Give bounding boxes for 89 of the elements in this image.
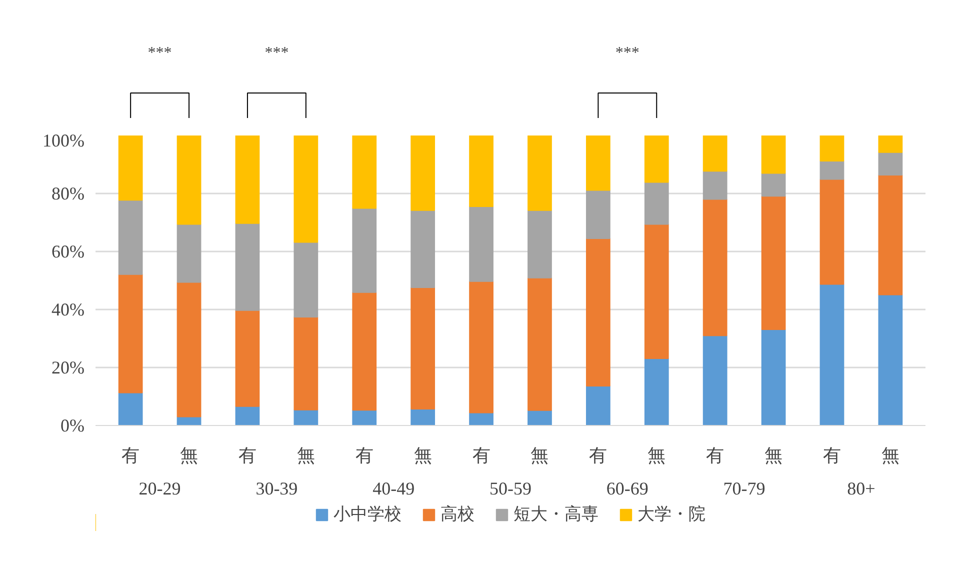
- bar: [761, 136, 786, 174]
- bar: [410, 408, 436, 426]
- bar: [118, 200, 143, 275]
- x-tick-label: 無: [414, 446, 432, 466]
- x-tick-label: 無: [764, 446, 783, 466]
- bar: [644, 224, 669, 360]
- bar: [469, 136, 494, 208]
- bar: [469, 206, 494, 282]
- bar: [820, 136, 844, 162]
- text: 30-39: [256, 478, 298, 498]
- bar: [410, 210, 436, 288]
- bar: [878, 294, 903, 426]
- bar: [352, 136, 377, 209]
- bar: [702, 335, 728, 426]
- bar: [820, 160, 844, 180]
- bar: [761, 196, 786, 330]
- legend-label: 短大・高専: [514, 504, 598, 526]
- y-tick-label: 60%: [52, 242, 85, 262]
- bar: [235, 222, 260, 311]
- bar: [118, 274, 143, 394]
- bar: [820, 178, 844, 285]
- bar: [644, 182, 669, 225]
- x-tick-label: 有: [589, 446, 608, 466]
- x-tick-label: 無: [180, 446, 198, 466]
- bar: [878, 174, 903, 296]
- legend-label: 小中学校: [334, 504, 402, 526]
- legend-label: 高校: [440, 504, 474, 526]
- text: 50-59: [490, 478, 532, 498]
- x-tick-label: 無: [530, 446, 549, 466]
- bar: [294, 409, 318, 426]
- x-tick-label: 有: [822, 446, 841, 466]
- bar: [469, 280, 494, 414]
- bar: [528, 410, 552, 426]
- y-tick-label: 20%: [52, 358, 85, 378]
- bar: [761, 329, 786, 426]
- text: 70-79: [723, 478, 766, 498]
- text: 20-29: [138, 478, 181, 498]
- legend-label: 大学・院: [638, 504, 706, 526]
- bar: [410, 286, 436, 410]
- x-tick-label: 無: [881, 446, 900, 466]
- bar: [702, 170, 728, 200]
- bar: [469, 412, 494, 426]
- y-tick-label: 40%: [52, 300, 85, 320]
- bar: [235, 310, 260, 407]
- bar: [586, 386, 610, 426]
- bar: [352, 208, 377, 293]
- text: ***: [615, 44, 640, 62]
- x-tick-label: 有: [706, 446, 724, 466]
- bar: [410, 136, 436, 211]
- bar: [702, 136, 728, 172]
- bar: [352, 292, 377, 411]
- bar: [176, 282, 202, 418]
- text: ***: [264, 44, 289, 62]
- bar: [118, 392, 143, 426]
- bar: [586, 238, 610, 387]
- bar: [235, 136, 260, 224]
- bar: [702, 198, 728, 336]
- text: ***: [148, 44, 172, 62]
- text: 80+: [847, 478, 876, 498]
- x-tick-label: 無: [648, 446, 666, 466]
- x-tick-label: 無: [296, 446, 315, 466]
- bar: [820, 284, 844, 426]
- bar: [528, 210, 552, 278]
- bar: [644, 358, 669, 426]
- bar: [586, 136, 610, 191]
- y-tick-label: 0%: [60, 416, 85, 436]
- y-tick-label: 100%: [42, 130, 85, 150]
- bar: [118, 136, 143, 201]
- x-tick-label: 有: [355, 446, 374, 466]
- x-tick-label: 有: [238, 446, 256, 466]
- bar: [644, 136, 669, 183]
- bar: [878, 136, 903, 153]
- bar: [352, 410, 377, 426]
- bar: [294, 316, 318, 410]
- y-tick-label: 80%: [52, 184, 85, 204]
- bar: [176, 136, 202, 225]
- bar: [878, 152, 903, 176]
- bar: [176, 224, 202, 283]
- x-tick-label: 有: [122, 446, 140, 466]
- bar: [528, 136, 552, 211]
- text: 60-69: [606, 478, 648, 498]
- text: 40-49: [372, 478, 415, 498]
- bar: [761, 172, 786, 197]
- bar: [294, 242, 318, 318]
- bar: [528, 277, 552, 411]
- bar: [586, 190, 610, 239]
- bar: [294, 136, 318, 243]
- bar: [235, 406, 260, 426]
- x-tick-label: 有: [472, 446, 490, 466]
